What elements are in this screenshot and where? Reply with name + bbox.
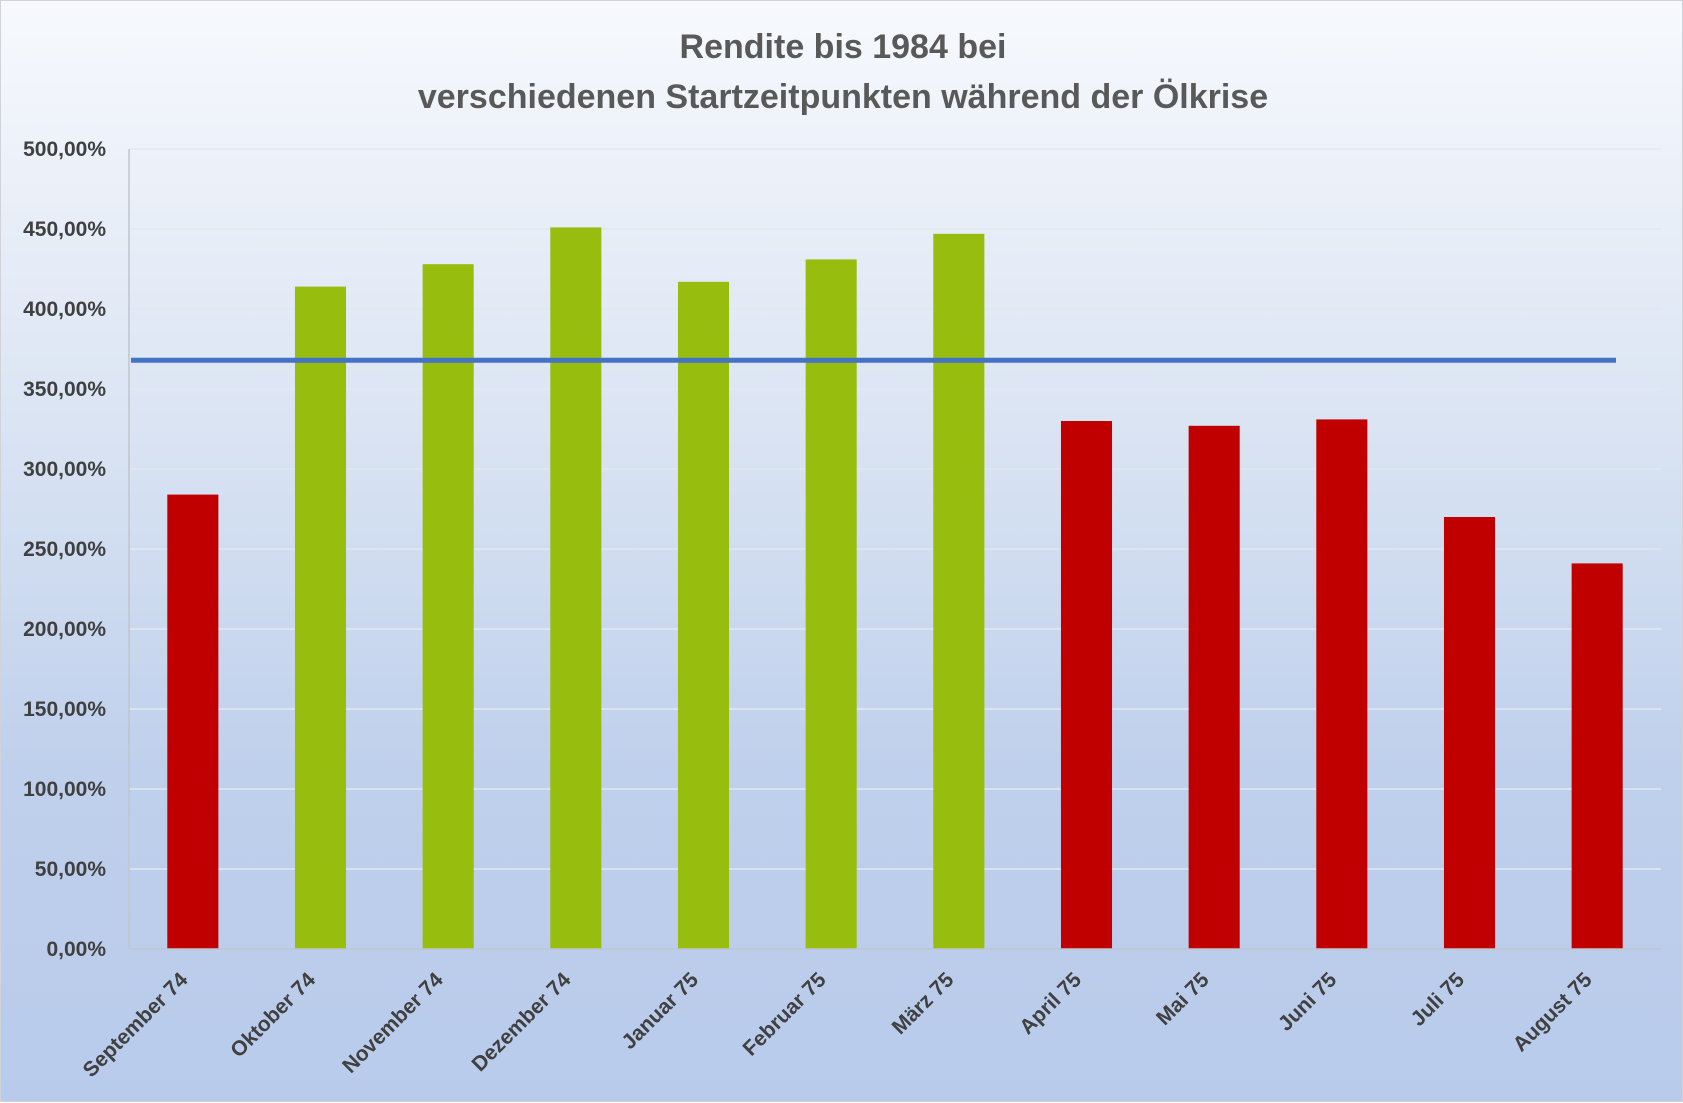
bar — [805, 259, 857, 949]
bar — [294, 286, 347, 950]
y-tick-label: 300,00% — [23, 458, 106, 481]
bar — [1060, 421, 1113, 949]
x-tick-label: Februar 75 — [739, 968, 831, 1060]
y-tick-label: 0,00% — [46, 938, 106, 961]
y-tick-label: 500,00% — [23, 138, 106, 161]
x-tick-label: November 74 — [338, 968, 448, 1078]
axes — [128, 149, 1661, 950]
x-tick-label: April 75 — [1015, 968, 1086, 1039]
bar — [1443, 517, 1496, 949]
x-tick-label: Oktober 74 — [226, 968, 320, 1062]
y-tick-label: 50,00% — [35, 858, 107, 881]
x-tick-label: Juni 75 — [1274, 968, 1342, 1036]
bar — [422, 264, 474, 949]
chart-title-line-2: verschiedenen Startzeitpunkten während d… — [418, 78, 1268, 116]
y-tick-label: 450,00% — [23, 218, 106, 241]
bars — [167, 227, 1623, 950]
x-tick-label: März 75 — [888, 968, 959, 1039]
x-tick-label: Dezember 74 — [467, 968, 575, 1076]
bar — [1188, 425, 1240, 949]
bar — [677, 281, 730, 949]
y-tick-label: 100,00% — [23, 778, 106, 801]
y-tick-label: 350,00% — [23, 378, 106, 401]
bar — [1316, 419, 1368, 949]
bar — [167, 494, 219, 949]
x-tick-label: Januar 75 — [617, 968, 703, 1054]
x-tick-label: Juli 75 — [1407, 968, 1470, 1031]
y-tick-label: 200,00% — [23, 618, 106, 641]
x-tick-label: August 75 — [1509, 968, 1597, 1056]
y-tick-label: 250,00% — [23, 538, 106, 561]
y-tick-label: 150,00% — [23, 698, 106, 721]
x-tick-label: September 74 — [79, 968, 193, 1082]
y-tick-label: 400,00% — [23, 298, 106, 321]
x-axis-tick-labels: September 74 Oktober 74 November 74 Dezembe… — [79, 968, 1597, 1082]
chart-title-line-1: Rendite bis 1984 bei — [680, 28, 1007, 66]
gridlines — [129, 148, 1661, 870]
bar — [550, 227, 602, 949]
x-tick-label: Mai 75 — [1152, 968, 1214, 1030]
bar — [1571, 563, 1623, 949]
y-axis-tick-labels: 0,00% 50,00% 100,00% 150,00% 200,00% 250,00% 3… — [23, 138, 106, 961]
bar — [933, 233, 985, 950]
